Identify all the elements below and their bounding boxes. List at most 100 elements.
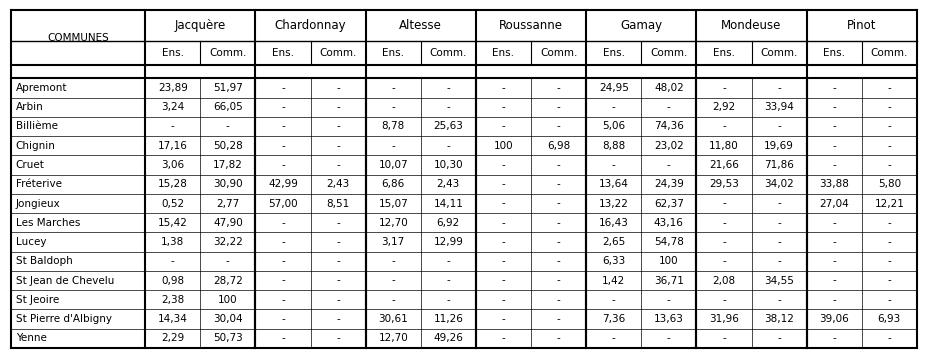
Text: -: - [886,237,890,247]
Text: -: - [336,256,339,266]
Text: -: - [502,179,505,189]
Text: 42,99: 42,99 [268,179,298,189]
Text: -: - [556,256,560,266]
Text: 23,02: 23,02 [654,141,683,151]
Text: 13,22: 13,22 [598,198,628,208]
Text: -: - [556,83,560,93]
Text: -: - [556,160,560,170]
Text: 11,26: 11,26 [433,314,463,324]
Text: -: - [886,256,890,266]
Text: -: - [832,160,835,170]
Text: 2,38: 2,38 [161,295,184,305]
Text: 57,00: 57,00 [268,198,298,208]
Text: Mondeuse: Mondeuse [720,19,781,32]
Text: -: - [832,102,835,112]
Text: -: - [886,83,890,93]
Text: St Pierre d'Albigny: St Pierre d'Albigny [16,314,111,324]
Text: 23,89: 23,89 [158,83,187,93]
Text: Comm.: Comm. [429,48,466,58]
Text: -: - [226,121,230,131]
Text: 2,77: 2,77 [216,198,239,208]
Text: -: - [281,218,285,228]
Text: -: - [446,141,450,151]
Text: -: - [502,276,505,286]
Text: -: - [721,295,725,305]
Text: -: - [667,102,670,112]
Text: -: - [446,256,450,266]
Text: 10,30: 10,30 [433,160,463,170]
Text: 3,17: 3,17 [381,237,404,247]
Text: St Jean de Chevelu: St Jean de Chevelu [16,276,114,286]
Text: Ens.: Ens. [272,48,294,58]
Text: 38,12: 38,12 [763,314,794,324]
Text: 15,42: 15,42 [158,218,187,228]
Text: -: - [226,256,230,266]
Text: -: - [281,121,285,131]
Text: 49,26: 49,26 [433,333,463,343]
Text: -: - [776,218,781,228]
Text: -: - [391,256,395,266]
Text: 12,70: 12,70 [378,218,408,228]
Text: 17,16: 17,16 [158,141,187,151]
Text: 24,95: 24,95 [598,83,628,93]
Text: -: - [721,121,725,131]
Text: -: - [556,121,560,131]
Text: -: - [886,141,890,151]
Text: 6,33: 6,33 [602,256,625,266]
Text: -: - [336,160,339,170]
Text: 12,70: 12,70 [378,333,408,343]
Text: Les Marches: Les Marches [16,218,80,228]
Text: St Baldoph: St Baldoph [16,256,72,266]
Text: -: - [776,256,781,266]
Text: Cruet: Cruet [16,160,44,170]
Text: Comm.: Comm. [319,48,356,58]
Text: -: - [391,83,395,93]
Text: 24,39: 24,39 [654,179,683,189]
Text: 54,78: 54,78 [654,237,683,247]
Text: Arbin: Arbin [16,102,44,112]
Text: 3,24: 3,24 [161,102,184,112]
Text: 14,34: 14,34 [158,314,187,324]
Text: -: - [667,160,670,170]
Text: Ens.: Ens. [712,48,734,58]
Text: -: - [281,333,285,343]
Text: -: - [886,102,890,112]
Text: 33,88: 33,88 [819,179,848,189]
Text: -: - [502,160,505,170]
Text: -: - [886,218,890,228]
Text: 0,98: 0,98 [161,276,184,286]
Text: 15,07: 15,07 [378,198,408,208]
Text: -: - [721,237,725,247]
Text: 11,80: 11,80 [708,141,738,151]
Text: -: - [391,141,395,151]
Text: -: - [611,333,615,343]
Text: -: - [556,179,560,189]
Text: 2,43: 2,43 [326,179,349,189]
Text: -: - [502,218,505,228]
Text: -: - [336,121,339,131]
Text: -: - [281,256,285,266]
Text: 10,07: 10,07 [378,160,408,170]
Text: -: - [556,333,560,343]
Text: 12,99: 12,99 [433,237,463,247]
Text: St Jeoire: St Jeoire [16,295,58,305]
Text: -: - [667,333,670,343]
Text: -: - [832,333,835,343]
Text: -: - [336,102,339,112]
Text: Roussanne: Roussanne [499,19,563,32]
Text: Comm.: Comm. [870,48,907,58]
Text: -: - [446,276,450,286]
Text: -: - [391,276,395,286]
Text: 17,82: 17,82 [212,160,243,170]
Text: 7,36: 7,36 [602,314,625,324]
Text: -: - [886,295,890,305]
Text: -: - [502,83,505,93]
Text: Comm.: Comm. [209,48,247,58]
Text: Comm.: Comm. [650,48,687,58]
Text: 30,61: 30,61 [378,314,408,324]
Text: 1,42: 1,42 [602,276,625,286]
Text: 25,63: 25,63 [433,121,463,131]
Text: -: - [281,83,285,93]
Text: -: - [667,295,670,305]
Text: -: - [336,141,339,151]
